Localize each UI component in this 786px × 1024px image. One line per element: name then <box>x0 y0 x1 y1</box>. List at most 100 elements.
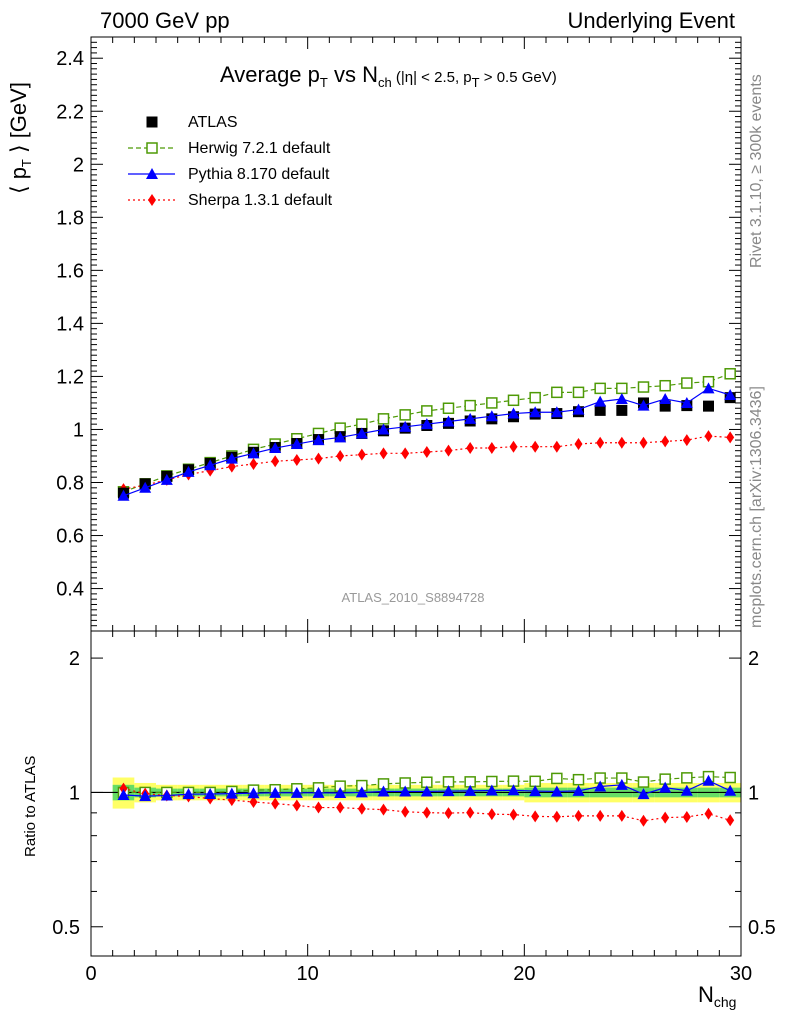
data-point-sherpa <box>726 431 735 444</box>
data-point-sherpa <box>574 809 583 822</box>
data-point-pythia <box>637 399 650 411</box>
ratio-y-tick-label: 1 <box>69 782 80 804</box>
data-point-sherpa <box>531 810 540 823</box>
data-point-herwig <box>637 776 650 788</box>
data-point-sherpa <box>639 814 648 827</box>
legend-label-atlas: ATLAS <box>188 114 238 131</box>
data-point-pythia <box>355 427 368 439</box>
legend-marker-herwig <box>146 142 158 154</box>
ratio-y-tick-label-right: 2 <box>748 648 759 670</box>
data-point-pythia <box>594 780 607 792</box>
data-point-herwig <box>529 391 541 404</box>
chart-title: Average pT vs Nch (|η| < 2.5, pT > 0.5 G… <box>220 62 557 90</box>
data-point-sherpa <box>379 447 388 460</box>
data-point-pythia <box>290 438 303 450</box>
data-point-pythia <box>464 784 477 796</box>
y-tick-label: 1.8 <box>56 207 84 229</box>
data-point-sherpa <box>466 442 475 455</box>
data-point-pythia <box>204 459 217 471</box>
data-point-sherpa <box>531 440 540 453</box>
data-point-pythia <box>442 785 455 797</box>
x-tick-label: 20 <box>513 963 535 985</box>
data-point-pythia <box>550 406 563 418</box>
data-point-pythia <box>572 784 585 796</box>
ratio-y-tick-label: 0.5 <box>52 917 80 939</box>
data-point-pythia <box>464 412 477 424</box>
y-tick-label: 1.2 <box>56 366 84 388</box>
data-point-sherpa <box>422 806 431 819</box>
data-point-pythia <box>399 420 412 432</box>
data-point-pythia <box>702 774 715 786</box>
data-point-sherpa <box>314 801 323 814</box>
y-tick-label: 0.6 <box>56 526 84 548</box>
data-point-pythia <box>139 790 152 802</box>
data-point-sherpa <box>444 807 453 820</box>
data-point-sherpa <box>357 802 366 815</box>
x-tick-label: 0 <box>85 963 96 985</box>
data-point-herwig <box>551 386 563 399</box>
data-point-pythia <box>312 786 325 798</box>
data-point-pythia <box>420 785 433 797</box>
data-point-sherpa <box>466 806 475 819</box>
y-tick-label: 1 <box>73 419 84 441</box>
data-point-pythia <box>334 787 347 799</box>
data-point-atlas <box>659 400 671 412</box>
data-point-sherpa <box>661 811 670 824</box>
data-point-sherpa <box>292 453 301 466</box>
data-point-herwig <box>421 405 433 417</box>
data-point-sherpa <box>422 446 431 459</box>
data-point-herwig <box>724 368 736 380</box>
data-point-sherpa <box>249 795 258 808</box>
data-point-pythia <box>550 785 563 797</box>
data-point-sherpa <box>487 442 496 455</box>
ratio-y-tick-label: 2 <box>69 648 80 670</box>
legend-label-herwig: Herwig 7.2.1 default <box>188 140 331 157</box>
legend-marker-atlas <box>146 116 158 128</box>
data-point-pythia <box>225 452 238 464</box>
data-point-pythia <box>290 786 303 798</box>
x-tick-label: 10 <box>297 963 319 985</box>
data-point-herwig <box>616 382 628 395</box>
data-point-pythia <box>529 406 542 418</box>
y-tick-label: 0.4 <box>56 579 84 601</box>
data-point-pythia <box>247 787 260 799</box>
data-point-sherpa <box>401 805 410 818</box>
data-point-herwig <box>659 379 671 392</box>
data-point-sherpa <box>292 799 301 812</box>
data-point-pythia <box>529 785 542 797</box>
x-axis-label: Nchg <box>698 982 737 1010</box>
data-point-pythia <box>355 786 368 798</box>
data-point-pythia <box>247 447 260 459</box>
rivet-version-label: Rivet 3.1.10, ≥ 300k events <box>748 74 765 268</box>
data-point-pythia <box>182 465 195 477</box>
data-point-sherpa <box>661 435 670 448</box>
data-point-atlas <box>594 404 606 416</box>
data-point-sherpa <box>639 436 648 449</box>
ratio-y-tick-label-right: 1 <box>748 782 759 804</box>
data-point-herwig <box>464 399 476 412</box>
data-point-sherpa <box>704 807 713 820</box>
data-point-atlas <box>616 404 628 416</box>
data-point-sherpa <box>119 782 128 795</box>
data-point-sherpa <box>726 814 735 827</box>
data-point-herwig <box>486 397 498 409</box>
data-point-sherpa <box>552 440 561 453</box>
legend-marker-sherpa <box>148 194 156 206</box>
data-point-sherpa <box>314 452 323 465</box>
data-point-pythia <box>160 473 173 485</box>
y-tick-label: 1.6 <box>56 260 84 282</box>
data-point-herwig <box>377 413 390 425</box>
data-point-pythia <box>269 786 282 798</box>
series-line-sherpa <box>123 788 731 822</box>
data-point-atlas <box>703 400 714 412</box>
data-point-sherpa <box>682 434 691 447</box>
data-point-sherpa <box>617 436 626 449</box>
data-point-sherpa <box>596 809 605 822</box>
data-point-sherpa <box>574 438 583 451</box>
data-point-pythia <box>312 434 325 446</box>
data-point-herwig <box>551 772 563 785</box>
data-point-pythia <box>160 789 173 801</box>
data-point-herwig <box>572 773 585 786</box>
y-tick-label: 2.4 <box>56 48 84 70</box>
data-point-pythia <box>572 403 585 415</box>
